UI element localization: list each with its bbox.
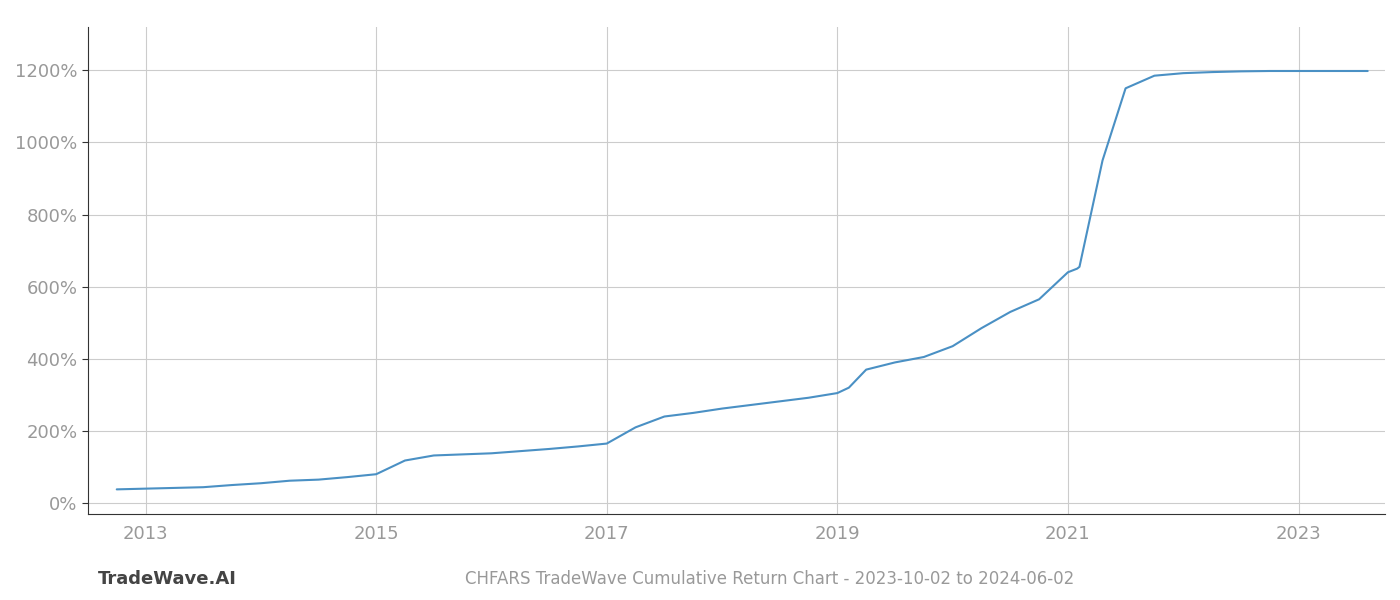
Text: CHFARS TradeWave Cumulative Return Chart - 2023-10-02 to 2024-06-02: CHFARS TradeWave Cumulative Return Chart…: [465, 570, 1075, 588]
Text: TradeWave.AI: TradeWave.AI: [98, 570, 237, 588]
